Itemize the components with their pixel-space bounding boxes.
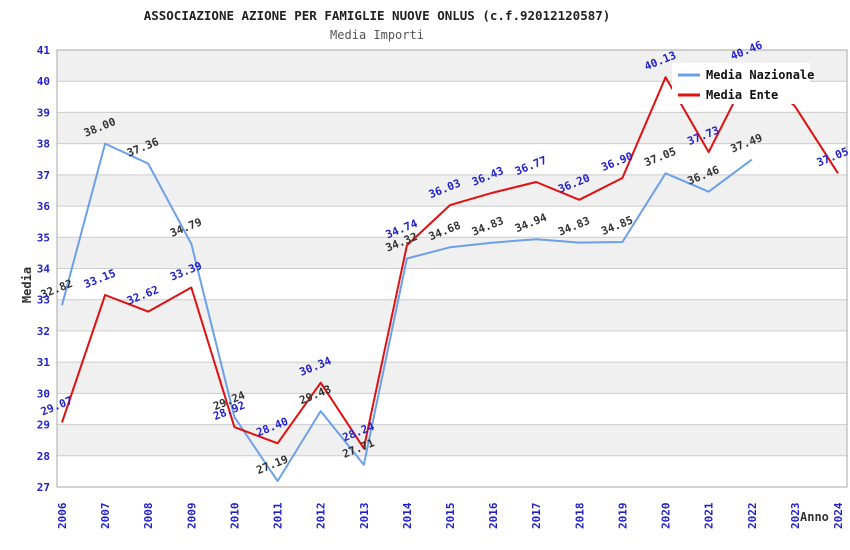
grid-stripe-band <box>57 112 847 144</box>
grid-stripe-band <box>57 174 847 207</box>
legend-label-media-ente: Media Ente <box>706 88 778 102</box>
y-tick-label: 34 <box>37 263 51 276</box>
grid-stripe-band <box>57 393 847 425</box>
y-tick-label: 28 <box>37 450 50 463</box>
grid-stripe-band <box>57 330 847 363</box>
chart-title: ASSOCIAZIONE AZIONE PER FAMIGLIE NUOVE O… <box>143 8 611 23</box>
x-tick-label: 2013 <box>358 503 371 530</box>
x-tick-label: 2024 <box>832 502 845 529</box>
x-tick-label: 2022 <box>746 503 759 530</box>
y-tick-label: 37 <box>37 169 50 182</box>
x-tick-label: 2021 <box>703 502 716 529</box>
legend-label-media-nazionale: Media Nazionale <box>706 68 814 82</box>
grid-stripe-band <box>57 299 847 331</box>
legend-item-media-ente: Media Ente <box>678 88 778 102</box>
grid-stripe-band <box>57 268 847 300</box>
x-tick-label: 2017 <box>530 503 543 530</box>
y-tick-label: 31 <box>37 356 51 369</box>
grid-stripe-band <box>57 143 847 175</box>
grid-stripe-band <box>57 424 847 456</box>
x-tick-label: 2015 <box>444 503 457 530</box>
y-tick-label: 41 <box>37 44 51 57</box>
y-tick-label: 33 <box>37 294 50 307</box>
x-axis-ticks: 2006 2007 2008 2009 2010 2011 2012 2013 2014 2015… <box>56 502 845 529</box>
y-axis-title: Media <box>20 267 34 303</box>
y-tick-label: 30 <box>37 387 50 400</box>
grid-stripe-band <box>57 362 847 394</box>
x-tick-label: 2006 <box>56 502 69 529</box>
y-tick-label: 36 <box>37 200 51 213</box>
y-tick-label: 35 <box>37 231 50 244</box>
series-line-media-nazionale <box>61 142 753 483</box>
x-tick-label: 2007 <box>99 503 112 530</box>
legend-background <box>672 63 810 104</box>
legend: Media Nazionale Media Ente <box>672 63 814 104</box>
y-axis-ticks: 27 28 29 30 31 32 33 34 35 36 37 38 39 40 41 <box>37 44 51 494</box>
grid-stripe-band <box>57 455 847 487</box>
legend-item-media-nazionale: Media Nazionale <box>678 68 814 82</box>
y-tick-label: 29 <box>37 419 50 432</box>
x-tick-label: 2008 <box>142 503 155 530</box>
x-tick-label: 2020 <box>660 503 673 530</box>
x-tick-label: 2019 <box>616 503 629 530</box>
x-tick-label: 2012 <box>315 503 328 530</box>
series-line-media-ente <box>61 65 839 450</box>
y-tick-label: 40 <box>37 75 50 88</box>
x-tick-label: 2014 <box>401 502 414 529</box>
chart-subtitle: Media Importi <box>330 28 424 42</box>
y-tick-label: 32 <box>37 325 50 338</box>
x-tick-label: 2011 <box>272 502 285 529</box>
y-tick-label: 38 <box>37 138 50 151</box>
x-tick-label: 2010 <box>228 503 241 530</box>
y-tick-label: 39 <box>37 106 50 119</box>
x-axis-title: Anno <box>800 510 829 524</box>
x-tick-label: 2018 <box>573 503 586 530</box>
x-tick-label: 2016 <box>487 502 500 529</box>
grid-stripe-band <box>57 206 847 238</box>
x-tick-label: 2009 <box>185 503 198 530</box>
x-tick-label: 2023 <box>789 503 802 530</box>
grid-stripe-band <box>57 237 847 269</box>
y-tick-label: 27 <box>37 481 50 494</box>
plot-border <box>56 49 848 488</box>
grid-lines <box>57 80 847 457</box>
